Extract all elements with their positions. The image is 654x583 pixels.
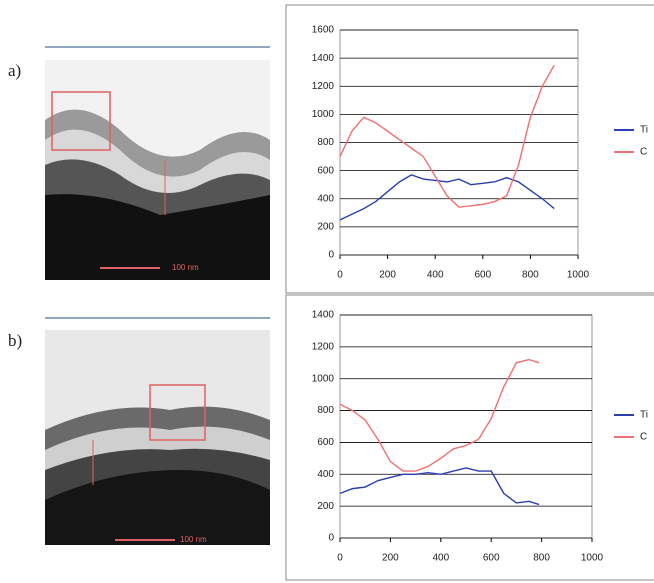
legend-label: Ti (640, 125, 648, 136)
y-tick-label: 400 (317, 193, 334, 204)
y-tick-label: 1200 (312, 81, 335, 92)
y-tick-label: 0 (328, 250, 334, 261)
chart-frame (285, 4, 654, 294)
x-tick-label: 200 (382, 553, 399, 564)
y-tick-label: 800 (317, 137, 334, 148)
y-tick-label: 200 (317, 501, 334, 512)
x-tick-label: 0 (337, 553, 343, 564)
y-tick-label: 600 (317, 437, 334, 448)
y-tick-label: 1600 (312, 25, 335, 36)
x-tick-label: 200 (379, 270, 396, 281)
y-tick-label: 1400 (312, 310, 335, 321)
data-line (339, 467, 540, 506)
y-tick-label: 400 (317, 469, 334, 480)
x-tick-label: 800 (522, 270, 539, 281)
chart-frame (285, 294, 654, 581)
x-tick-label: 1000 (581, 553, 604, 564)
y-tick-label: 1000 (312, 109, 335, 120)
x-tick-label: 600 (483, 553, 500, 564)
y-tick-label: 1000 (312, 373, 335, 384)
micrograph-b (45, 317, 270, 545)
x-tick-label: 1000 (567, 270, 590, 281)
y-tick-label: 200 (317, 222, 334, 233)
data-line (339, 358, 540, 472)
panel-label: a) (8, 61, 21, 80)
panel-label: b) (8, 331, 22, 350)
legend-label: C (640, 432, 647, 443)
y-tick-label: 600 (317, 165, 334, 176)
x-tick-label: 800 (533, 553, 550, 564)
scale-bar-label: 100 nm (180, 535, 207, 544)
y-tick-label: 1400 (312, 53, 335, 64)
legend-label: C (640, 147, 647, 158)
y-tick-label: 0 (328, 533, 334, 544)
legend-label: Ti (640, 410, 648, 421)
x-tick-label: 400 (427, 270, 444, 281)
data-line (339, 64, 555, 208)
scale-bar-label: 100 nm (172, 263, 199, 272)
x-tick-label: 400 (432, 553, 449, 564)
y-tick-label: 800 (317, 405, 334, 416)
micrograph-a (45, 46, 270, 280)
x-tick-label: 0 (337, 270, 343, 281)
data-line (339, 174, 555, 221)
y-tick-label: 1200 (312, 341, 335, 352)
x-tick-label: 600 (474, 270, 491, 281)
